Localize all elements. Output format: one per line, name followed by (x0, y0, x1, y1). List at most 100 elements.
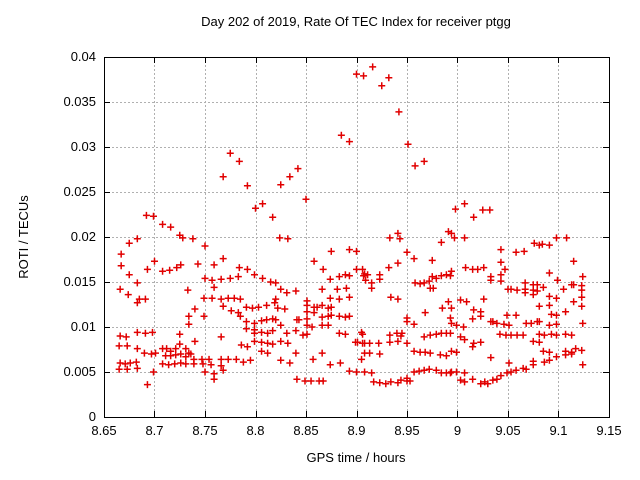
point-marker (361, 368, 369, 376)
point-marker (579, 361, 587, 369)
point-marker (149, 212, 157, 220)
point-marker (242, 318, 250, 326)
point-marker (438, 304, 446, 312)
point-marker (545, 348, 553, 356)
point-marker (376, 379, 384, 387)
point-marker (167, 223, 175, 231)
point-marker (310, 309, 318, 317)
point-marker (545, 241, 553, 249)
point-marker (303, 330, 311, 338)
x-tick-label: 8.75 (192, 423, 217, 438)
point-marker (286, 173, 294, 181)
point-marker (529, 361, 537, 369)
point-marker (360, 72, 368, 80)
point-marker (272, 295, 280, 303)
point-marker (250, 329, 258, 337)
point-marker (446, 369, 454, 377)
point-marker (552, 294, 560, 302)
point-marker (126, 359, 134, 367)
point-marker (179, 234, 187, 242)
point-marker (386, 338, 394, 346)
point-marker (353, 247, 360, 255)
point-marker (553, 276, 561, 284)
point-marker (235, 157, 243, 165)
point-marker (246, 356, 254, 364)
point-marker (217, 355, 225, 363)
point-marker (420, 366, 428, 374)
point-marker (226, 274, 234, 282)
point-marker (457, 376, 465, 384)
point-marker (219, 366, 227, 374)
point-marker (507, 285, 515, 293)
point-marker (189, 235, 197, 243)
point-marker (336, 359, 344, 367)
point-marker (469, 343, 477, 351)
point-marker (342, 284, 350, 292)
point-marker (299, 331, 307, 339)
point-marker (538, 240, 546, 248)
point-marker (308, 323, 316, 331)
point-marker (447, 304, 455, 312)
point-marker (354, 338, 362, 346)
point-marker (452, 321, 460, 329)
point-marker (207, 361, 215, 369)
point-marker (277, 321, 285, 329)
point-marker (140, 349, 148, 357)
point-marker (198, 355, 206, 363)
point-marker (410, 368, 418, 376)
chart-title: Day 202 of 2019, Rate Of TEC Index for r… (201, 14, 511, 29)
y-tick-label: 0.03 (71, 139, 96, 154)
point-marker (286, 359, 294, 367)
point-marker (159, 360, 167, 368)
point-marker (437, 272, 445, 280)
point-marker (563, 234, 571, 242)
point-marker (486, 206, 494, 214)
point-marker (277, 285, 285, 293)
point-marker (545, 269, 553, 277)
point-marker (421, 309, 429, 317)
point-marker (234, 273, 242, 281)
point-marker (521, 289, 529, 297)
point-marker (283, 289, 291, 297)
point-marker (200, 312, 208, 320)
point-marker (335, 329, 343, 337)
point-marker (264, 329, 272, 337)
point-marker (578, 293, 586, 301)
point-marker (512, 311, 520, 319)
point-marker (236, 295, 244, 303)
point-marker (133, 299, 141, 307)
point-marker (540, 358, 548, 366)
point-marker (447, 347, 455, 355)
point-marker (545, 301, 553, 309)
data-points (115, 63, 587, 389)
point-marker (191, 337, 199, 345)
point-marker (226, 149, 234, 157)
point-marker (133, 328, 141, 336)
point-marker (335, 295, 343, 303)
point-marker (263, 301, 271, 309)
point-marker (500, 320, 508, 328)
point-marker (167, 352, 175, 360)
point-marker (547, 310, 555, 318)
point-marker (552, 331, 560, 339)
point-marker (292, 287, 300, 295)
point-marker (277, 181, 285, 189)
point-marker (369, 63, 377, 71)
point-marker (469, 375, 477, 383)
point-marker (318, 301, 326, 309)
point-marker (353, 368, 360, 376)
point-marker (185, 312, 193, 320)
point-marker (274, 304, 282, 312)
point-marker (378, 82, 386, 90)
point-marker (366, 339, 374, 347)
point-marker (385, 74, 393, 82)
point-marker (264, 339, 272, 347)
point-marker (272, 279, 280, 287)
point-marker (437, 238, 445, 246)
point-marker (243, 343, 251, 351)
x-tick-label: 9 (454, 423, 461, 438)
point-marker (420, 157, 428, 165)
point-marker (522, 365, 530, 373)
point-marker (182, 353, 190, 361)
point-marker (426, 349, 434, 357)
